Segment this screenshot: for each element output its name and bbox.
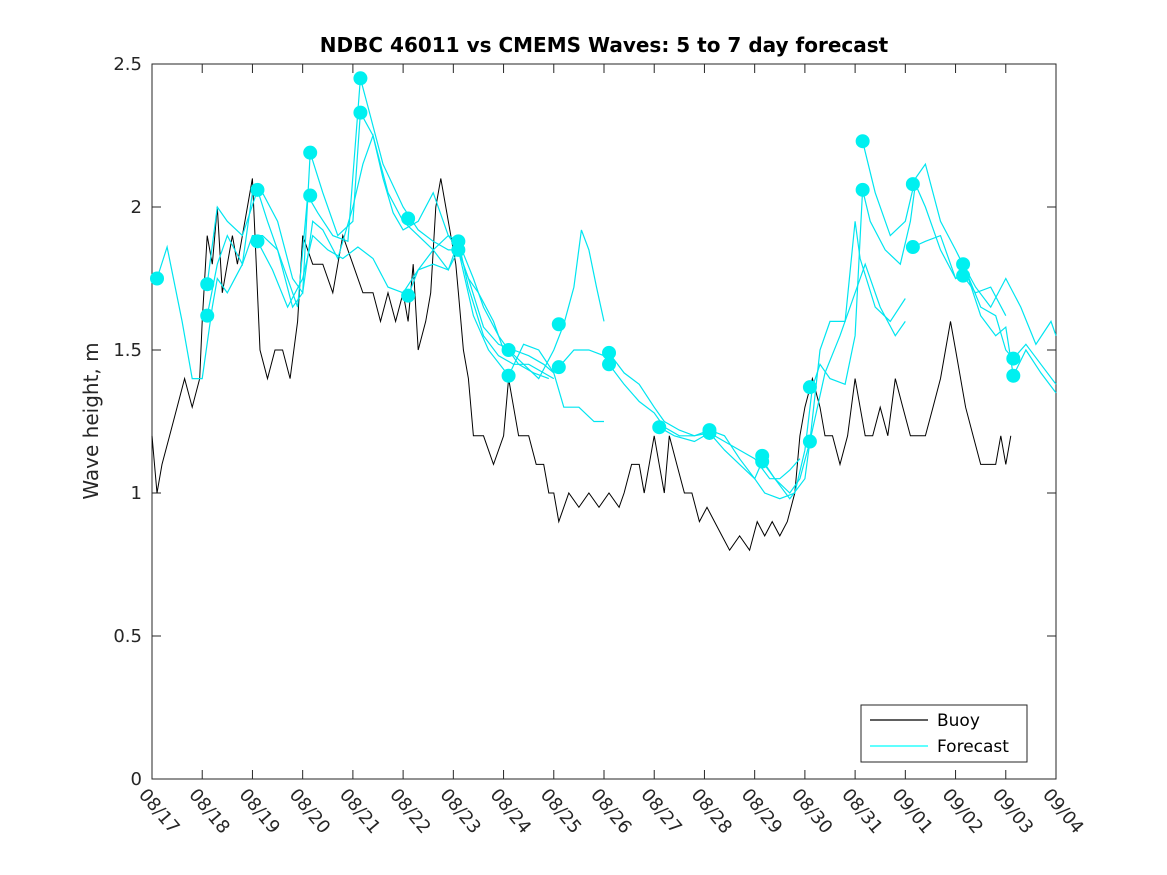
- forecast-start-marker: [353, 105, 368, 120]
- forecast-start-marker: [200, 277, 215, 292]
- forecast-start-marker: [150, 271, 165, 286]
- forecast-start-marker: [303, 145, 318, 160]
- forecast-start-marker: [855, 134, 870, 149]
- y-tick-label: 1.5: [113, 340, 142, 361]
- forecast-start-marker: [451, 242, 466, 257]
- x-tick-label: 08/17: [134, 785, 183, 838]
- forecast-start-marker: [551, 317, 566, 332]
- x-tick-label: 08/28: [687, 785, 736, 838]
- x-tick-label: 08/31: [837, 785, 886, 838]
- y-tick-label: 1: [131, 483, 142, 504]
- y-tick-label: 2.5: [113, 54, 142, 75]
- forecast-start-marker: [905, 177, 920, 192]
- legend: Buoy Forecast: [860, 704, 1028, 763]
- forecast-start-marker: [501, 368, 516, 383]
- chart-title: NDBC 46011 vs CMEMS Waves: 5 to 7 day fo…: [320, 33, 889, 57]
- x-tick-label: 08/20: [285, 785, 334, 838]
- forecast-start-marker: [303, 188, 318, 203]
- plot-area: 00.511.522.508/17 08/18 08/19 08/20 08/21 08/…: [113, 54, 1087, 838]
- legend-forecast-label: Forecast: [937, 737, 1009, 757]
- forecast-start-marker: [1006, 351, 1021, 366]
- forecast-start-marker: [855, 182, 870, 197]
- x-tick-label: 09/03: [988, 785, 1037, 838]
- forecast-start-marker: [200, 308, 215, 323]
- x-tick-label: 08/21: [335, 785, 384, 838]
- x-tick-label: 08/22: [385, 785, 434, 838]
- x-tick-label: 09/01: [888, 785, 937, 838]
- legend-buoy-label: Buoy: [937, 711, 980, 731]
- forecast-start-marker: [250, 234, 265, 249]
- forecast-start-marker: [652, 420, 667, 435]
- forecast-start-marker: [401, 288, 416, 303]
- forecast-start-marker: [802, 380, 817, 395]
- forecast-start-marker: [353, 71, 368, 86]
- forecast-start-marker: [401, 211, 416, 226]
- x-tick-label: 08/23: [436, 785, 485, 838]
- x-tick-label: 08/19: [235, 785, 284, 838]
- x-tick-label: 08/25: [536, 785, 585, 838]
- x-tick-label: 08/27: [636, 785, 685, 838]
- x-tick-label: 08/18: [184, 785, 233, 838]
- forecast-start-marker: [602, 357, 617, 372]
- y-tick-label: 0.5: [113, 626, 142, 647]
- y-axis-label: Wave height, m: [79, 342, 103, 499]
- y-tick-label: 2: [131, 197, 142, 218]
- x-tick-label: 08/26: [586, 785, 635, 838]
- forecast-start-marker: [250, 182, 265, 197]
- y-tick-label: 0: [131, 769, 142, 790]
- legend-box: [860, 704, 1028, 763]
- buoy-series-line: [151, 178, 1012, 552]
- forecast-series-line: [912, 234, 1057, 394]
- forecast-start-marker: [956, 268, 971, 283]
- forecast-start-marker: [802, 434, 817, 449]
- forecast-series-line: [962, 263, 1057, 346]
- x-tick-label: 08/24: [486, 785, 535, 838]
- forecast-series-line: [759, 262, 906, 494]
- forecast-series-line: [206, 78, 555, 374]
- x-tick-label: 09/02: [938, 785, 987, 838]
- forecast-start-marker: [1006, 368, 1021, 383]
- x-tick-label: 09/04: [1038, 785, 1087, 838]
- forecast-series-line: [608, 181, 1007, 500]
- forecast-series-line: [508, 229, 605, 380]
- x-tick-label: 08/30: [787, 785, 836, 838]
- forecast-start-marker: [501, 343, 516, 357]
- forecast-series-line: [256, 234, 555, 380]
- forecast-start-marker: [755, 454, 770, 469]
- forecast-start-marker: [702, 425, 717, 440]
- forecast-start-marker: [551, 360, 566, 375]
- x-tick-label: 08/29: [737, 785, 786, 838]
- forecast-start-marker: [905, 240, 920, 255]
